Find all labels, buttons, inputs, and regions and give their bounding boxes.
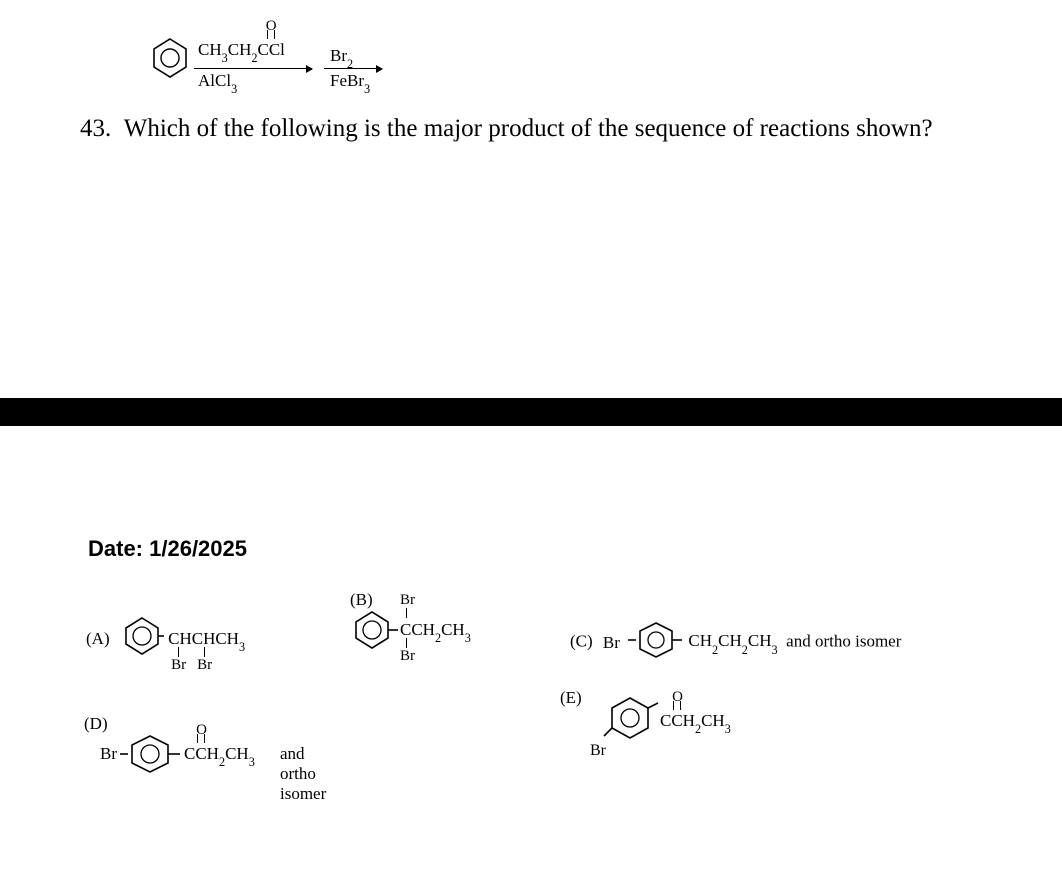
- t: CCH: [660, 711, 695, 730]
- t: 3: [772, 643, 778, 657]
- option-e-label: (E): [560, 688, 582, 708]
- t: 2: [712, 643, 718, 657]
- benzene-ring-icon: [350, 608, 400, 657]
- t: 2: [435, 631, 441, 645]
- t: CH: [718, 631, 742, 650]
- t: CCH: [184, 744, 219, 763]
- arrow-step1-icon: [194, 68, 312, 69]
- option-d-chain: O CCH 2CH3: [184, 744, 255, 764]
- carbonyl-icon: O CCl: [258, 40, 285, 60]
- option-c-label: (C): [570, 631, 593, 650]
- bond-icon: [178, 647, 179, 657]
- t: CH: [748, 631, 772, 650]
- date-label: Date: 1/26/2025: [88, 536, 247, 562]
- br-label: Br: [603, 633, 620, 653]
- question-text: 43. Which of the following is the major …: [80, 112, 980, 146]
- option-e-chain: O CCH 2CH3: [660, 711, 731, 731]
- benzene-ring-icon: [120, 614, 164, 663]
- dblbond-icon: [673, 701, 681, 710]
- option-c-ortho: and ortho isomer: [786, 631, 901, 650]
- t: FeBr: [330, 71, 364, 90]
- t: CH: [441, 620, 465, 639]
- t: 2: [219, 755, 225, 769]
- t: Br: [400, 592, 415, 609]
- page: CH3CH2 O CCl AlCl3 Br2 FeBr3 43. Which o…: [0, 0, 1062, 888]
- t: 2: [742, 643, 748, 657]
- t: CH: [701, 711, 725, 730]
- t: 3: [249, 755, 255, 769]
- t: CHCHCH: [168, 629, 239, 648]
- option-a-label: (A): [86, 629, 110, 648]
- t: 3: [231, 82, 237, 96]
- meta-benzene-icon: [600, 694, 666, 755]
- option-b-chain: Br CCH2CH3 Br: [400, 620, 471, 640]
- t: 3: [239, 640, 245, 654]
- reaction-scheme: CH3CH2 O CCl AlCl3 Br2 FeBr3: [150, 8, 470, 108]
- carbonyl-icon: O CCH: [660, 711, 695, 731]
- t: Br: [400, 648, 415, 665]
- step1-reagent-top: CH3CH2 O CCl: [198, 40, 285, 60]
- para-benzene-icon: [120, 732, 182, 781]
- t: CCl: [258, 40, 285, 59]
- t: 3: [222, 51, 228, 65]
- benzene-ring-icon: [150, 36, 190, 85]
- t: 2: [695, 722, 701, 736]
- question-number: 43.: [80, 115, 111, 142]
- t: 3: [364, 82, 370, 96]
- t: CH: [198, 40, 222, 59]
- bond-icon: [204, 647, 205, 657]
- option-b-label: (B): [350, 590, 373, 610]
- br-label: Br: [590, 742, 606, 760]
- t: 3: [465, 631, 471, 645]
- step1-reagent-bottom: AlCl3: [198, 71, 237, 91]
- br-label: Br: [100, 744, 117, 764]
- step2-reagent-bottom: FeBr3: [330, 71, 370, 91]
- dblbond-icon: [267, 30, 275, 39]
- option-d-label: (D): [84, 714, 108, 734]
- t: CH: [225, 744, 249, 763]
- divider-bar: [0, 398, 1062, 426]
- option-c: (C) Br CH2CH2CH3 and ortho isomer: [570, 620, 901, 665]
- t: AlCl: [198, 71, 231, 90]
- dblbond-icon: [197, 734, 205, 743]
- option-a: (A) CHCHCH3 Br Br: [86, 614, 245, 663]
- t: Br: [171, 657, 186, 674]
- bond-icon: [406, 638, 407, 648]
- t: 3: [725, 722, 731, 736]
- t: CH: [228, 40, 252, 59]
- t: CCH: [400, 620, 435, 639]
- option-c-chain: CH2CH2CH3: [688, 631, 782, 650]
- t: CH: [688, 631, 712, 650]
- bond-icon: [406, 608, 407, 618]
- t: Br: [197, 657, 212, 674]
- t: 2: [347, 57, 353, 71]
- arrow-step2-icon: [324, 68, 382, 69]
- t: Br: [330, 46, 347, 65]
- carbonyl-icon: O CCH: [184, 744, 219, 764]
- question-body: Which of the following is the major prod…: [124, 115, 933, 142]
- step2-reagent-top: Br2: [330, 46, 353, 66]
- para-benzene-icon: [628, 620, 684, 665]
- option-a-chain: CHCHCH3 Br Br: [168, 629, 245, 649]
- option-d-ortho: and ortho isomer: [280, 744, 326, 804]
